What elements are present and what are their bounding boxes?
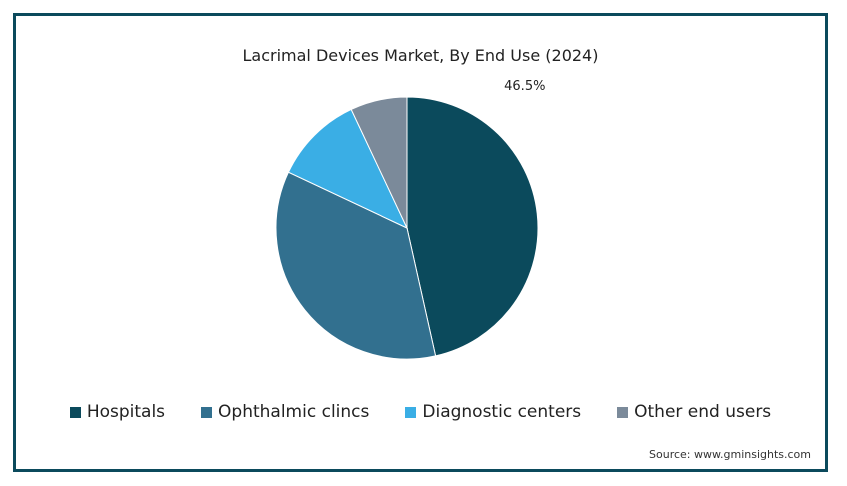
legend-item-diagnostic-centers: Diagnostic centers xyxy=(405,402,581,422)
pie-chart: 46.5% xyxy=(275,79,545,360)
pie-slice-hospitals xyxy=(406,96,539,357)
source-note: Source: www.gminsights.com xyxy=(649,448,811,461)
pie-slice-other-end-users xyxy=(350,96,408,229)
data-label-hospitals: 46.5% xyxy=(504,79,545,94)
legend-swatch-other-end-users xyxy=(617,406,629,418)
pie-slice-diagnostic-centers xyxy=(287,108,409,230)
legend-label-other-end-users: Other end users xyxy=(634,402,772,422)
chart-legend: Hospitals Ophthalmic clincs Diagnostic c… xyxy=(16,402,825,422)
legend-swatch-ophthalmic-clinics xyxy=(201,406,213,418)
chart-title: Lacrimal Devices Market, By End Use (202… xyxy=(242,46,599,65)
legend-item-hospitals: Hospitals xyxy=(69,402,166,422)
legend-label-hospitals: Hospitals xyxy=(86,402,166,422)
legend-item-other-end-users: Other end users xyxy=(617,402,771,422)
pie-slice-ophthalmic-clinics xyxy=(275,171,437,360)
legend-item-ophthalmic-clinics: Ophthalmic clincs xyxy=(201,402,369,422)
legend-swatch-hospitals xyxy=(69,406,81,418)
legend-label-diagnostic-centers: Diagnostic centers xyxy=(422,402,582,422)
legend-swatch-diagnostic-centers xyxy=(405,406,417,418)
chart-frame: Lacrimal Devices Market, By End Use (202… xyxy=(13,13,828,472)
legend-label-ophthalmic-clinics: Ophthalmic clincs xyxy=(218,402,370,422)
